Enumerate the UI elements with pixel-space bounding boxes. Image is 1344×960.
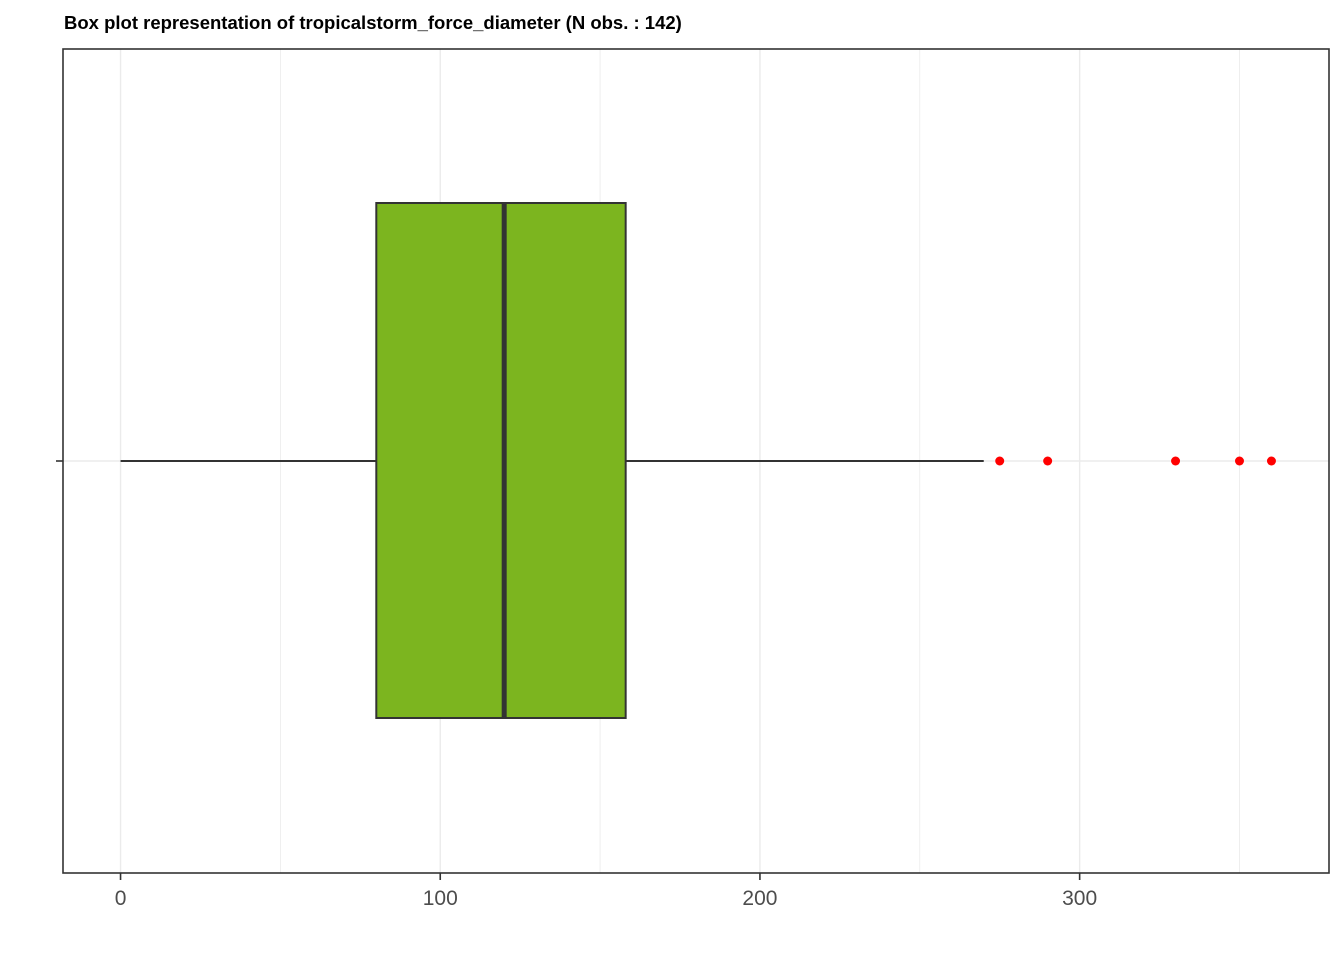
chart-title: Box plot representation of tropicalstorm… [64,12,682,33]
x-axis-tick-labels: 0 100 200 300 [115,887,1097,910]
box-iqr [375,202,627,719]
outlier-point-2 [1171,456,1181,466]
outlier-point-1 [1043,456,1053,466]
x-axis-ticks [119,873,1081,880]
outlier-point-3 [1234,456,1244,466]
outlier-point-4 [1266,456,1276,466]
x-tick-label-300: 300 [1062,887,1097,910]
x-tick-label-200: 200 [742,887,777,910]
x-tick-label-0: 0 [115,887,127,910]
x-tick-label-100: 100 [423,887,458,910]
outliers [995,456,1276,466]
outlier-point-0 [995,456,1005,466]
